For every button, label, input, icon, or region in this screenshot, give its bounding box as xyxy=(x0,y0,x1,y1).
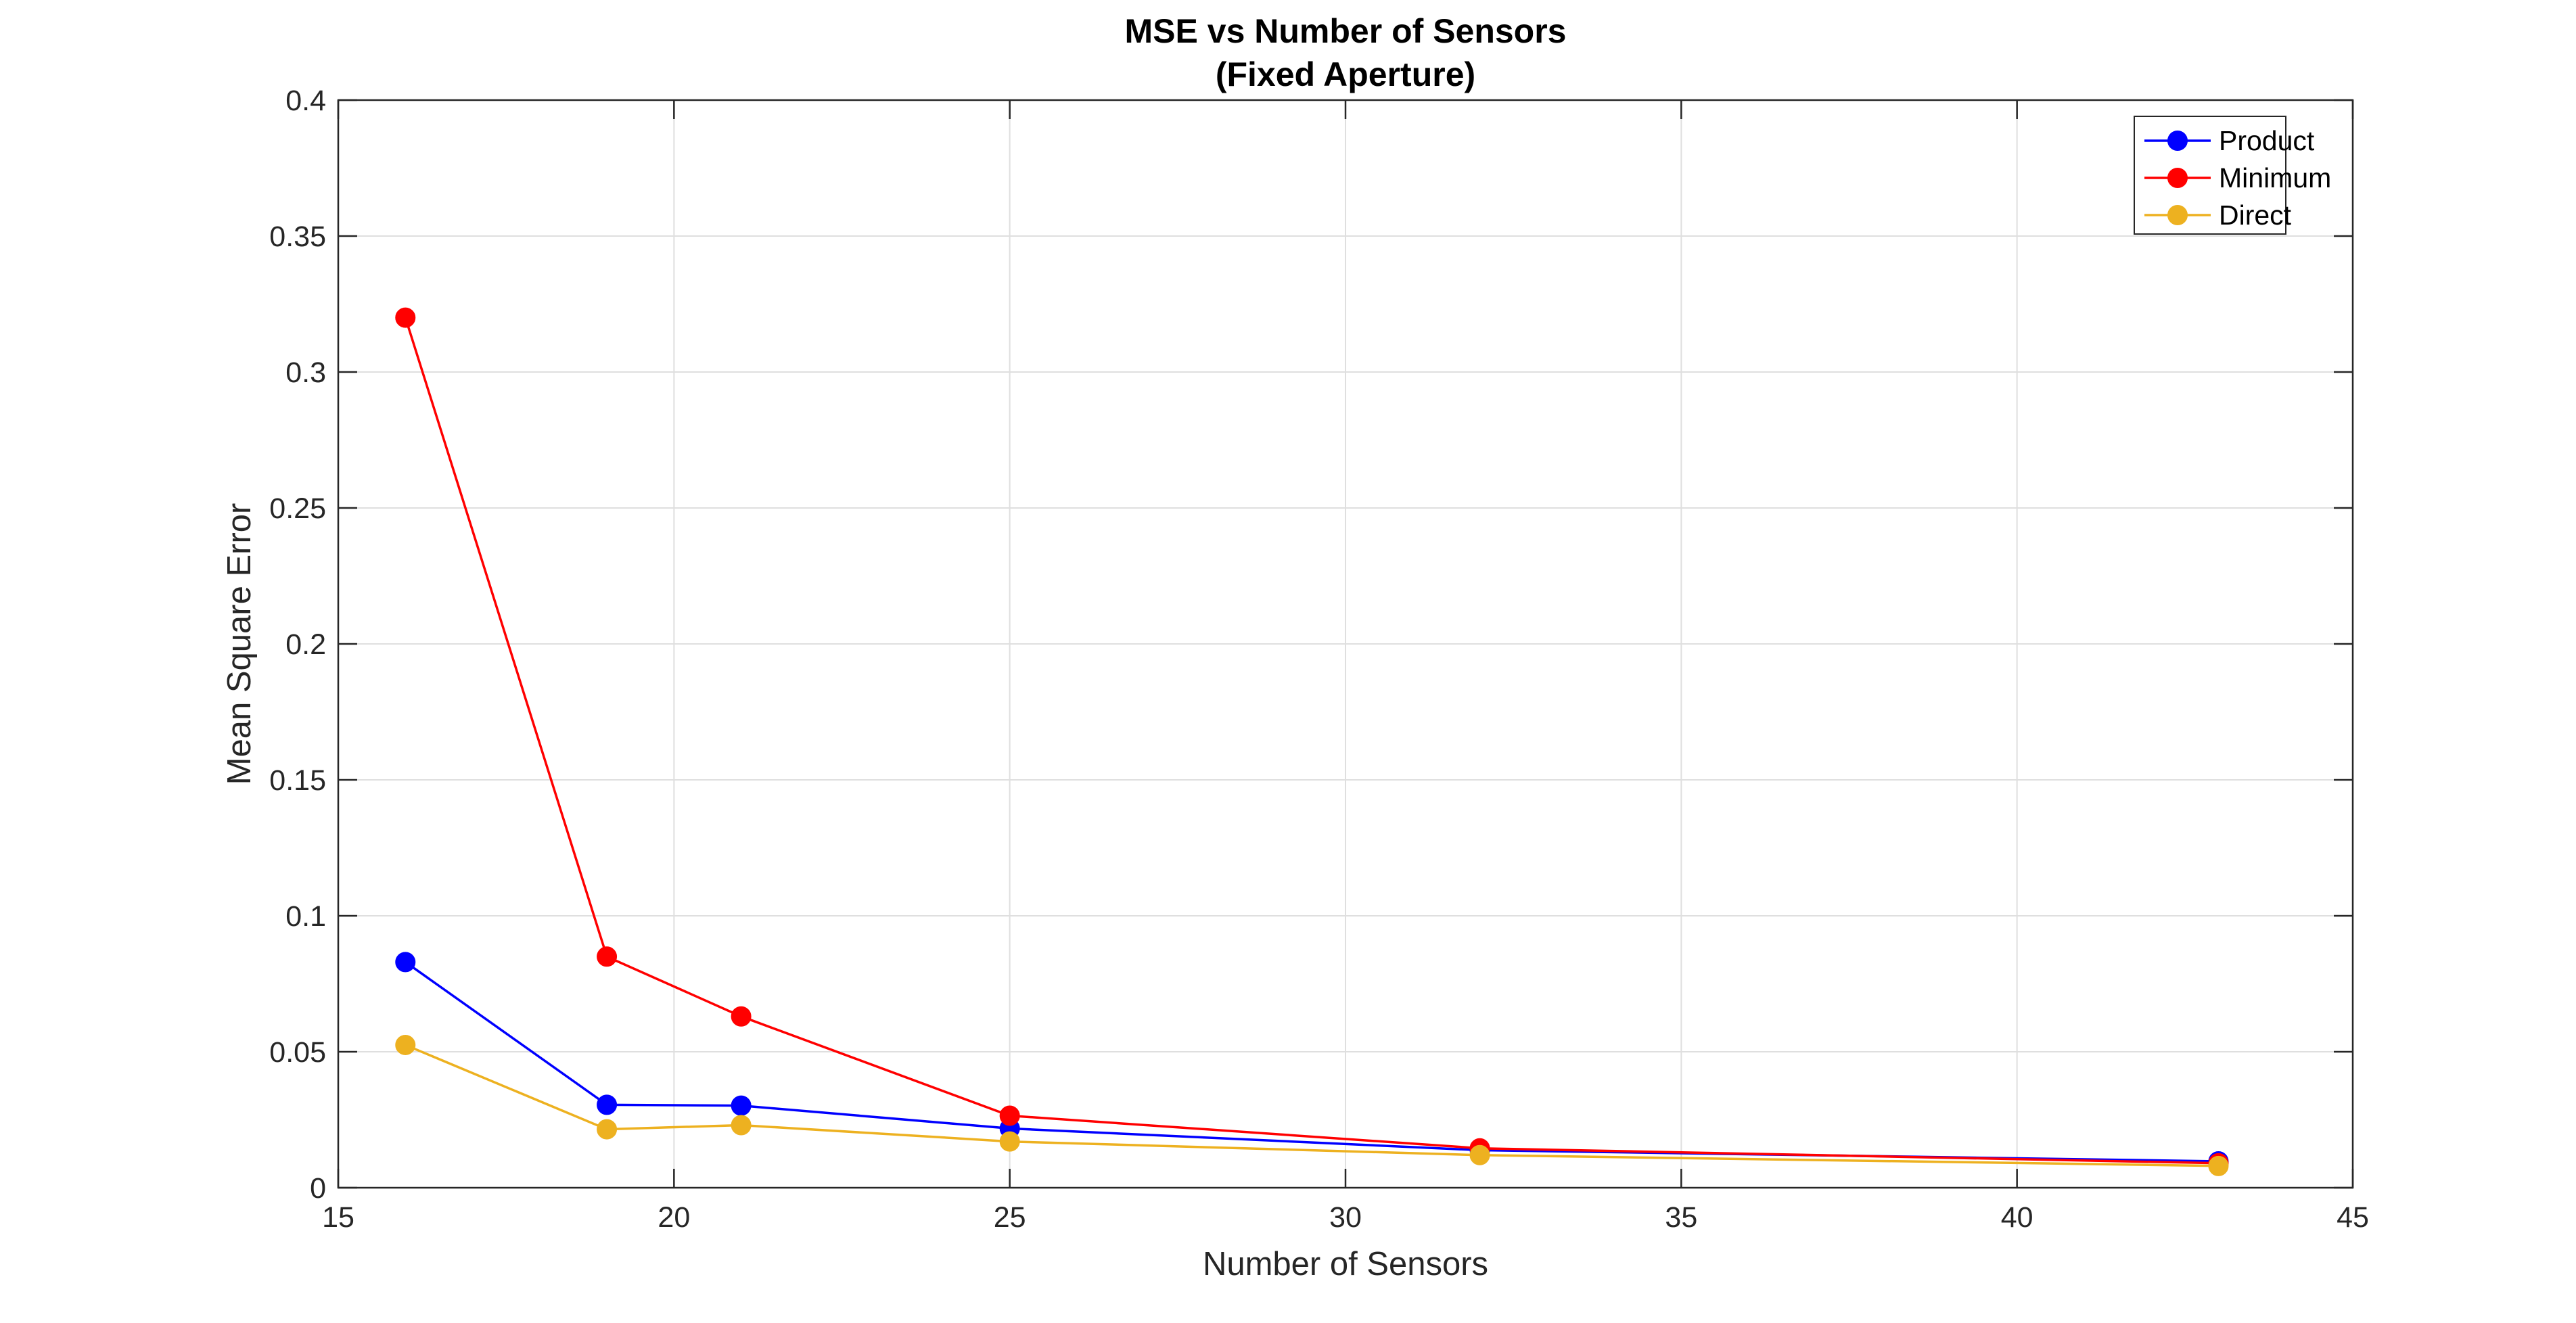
legend-marker-product xyxy=(2167,131,2188,151)
data-point-product xyxy=(395,952,416,973)
y-tick-label: 0.1 xyxy=(285,900,326,933)
y-tick-label: 0.25 xyxy=(269,492,326,525)
chart-subtitle: (Fixed Aperture) xyxy=(1216,55,1475,93)
data-point-minimum xyxy=(597,946,618,967)
x-axis-label: Number of Sensors xyxy=(1203,1246,1488,1282)
y-tick-label: 0 xyxy=(310,1172,326,1205)
y-tick-label: 0.4 xyxy=(285,85,326,117)
legend-marker-direct xyxy=(2167,205,2188,225)
x-tick-label: 45 xyxy=(2337,1201,2369,1234)
x-tick-label: 30 xyxy=(1329,1201,1362,1234)
data-point-direct xyxy=(395,1034,416,1055)
data-point-direct xyxy=(1469,1144,1490,1165)
grid xyxy=(338,100,2353,1188)
legend-label-direct: Direct xyxy=(2219,200,2292,231)
data-point-minimum xyxy=(731,1006,752,1027)
data-point-direct xyxy=(999,1131,1020,1152)
y-tick-label: 0.15 xyxy=(269,764,326,797)
data-point-product xyxy=(731,1095,752,1116)
data-point-direct xyxy=(731,1115,752,1136)
y-tick-label: 0.3 xyxy=(285,356,326,389)
y-tick-label: 0.2 xyxy=(285,628,326,661)
legend-marker-minimum xyxy=(2167,168,2188,188)
y-tick-label: 0.05 xyxy=(269,1036,326,1069)
y-axis-label: Mean Square Error xyxy=(221,503,258,785)
data-point-direct xyxy=(2208,1155,2229,1176)
data-point-direct xyxy=(597,1119,618,1140)
chart-title: MSE vs Number of Sensors xyxy=(1125,12,1567,50)
ticks: 15 20 25 30 35 40 45 0 0.05 0.1 0.15 0.2 0.25 0.3 0.35… xyxy=(269,85,2369,1234)
legend: Product Minimum Direct xyxy=(2134,116,2331,235)
x-tick-label: 35 xyxy=(1665,1201,1697,1234)
series-layer xyxy=(395,307,2229,1176)
x-tick-label: 40 xyxy=(2001,1201,2033,1234)
series-minimum xyxy=(395,307,2229,1174)
x-tick-label: 20 xyxy=(658,1201,690,1234)
y-tick-label: 0.35 xyxy=(269,220,326,253)
data-point-product xyxy=(597,1094,618,1115)
x-tick-label: 15 xyxy=(322,1201,354,1234)
series-line-direct xyxy=(405,1044,2219,1167)
data-point-minimum xyxy=(395,307,416,328)
legend-label-product: Product xyxy=(2219,125,2315,156)
data-point-minimum xyxy=(999,1105,1020,1126)
series-line-product xyxy=(405,960,2219,1163)
legend-label-minimum: Minimum xyxy=(2219,162,2331,193)
series-direct xyxy=(395,1034,2229,1176)
series-line-minimum xyxy=(404,317,2219,1165)
x-tick-label: 25 xyxy=(994,1201,1026,1234)
